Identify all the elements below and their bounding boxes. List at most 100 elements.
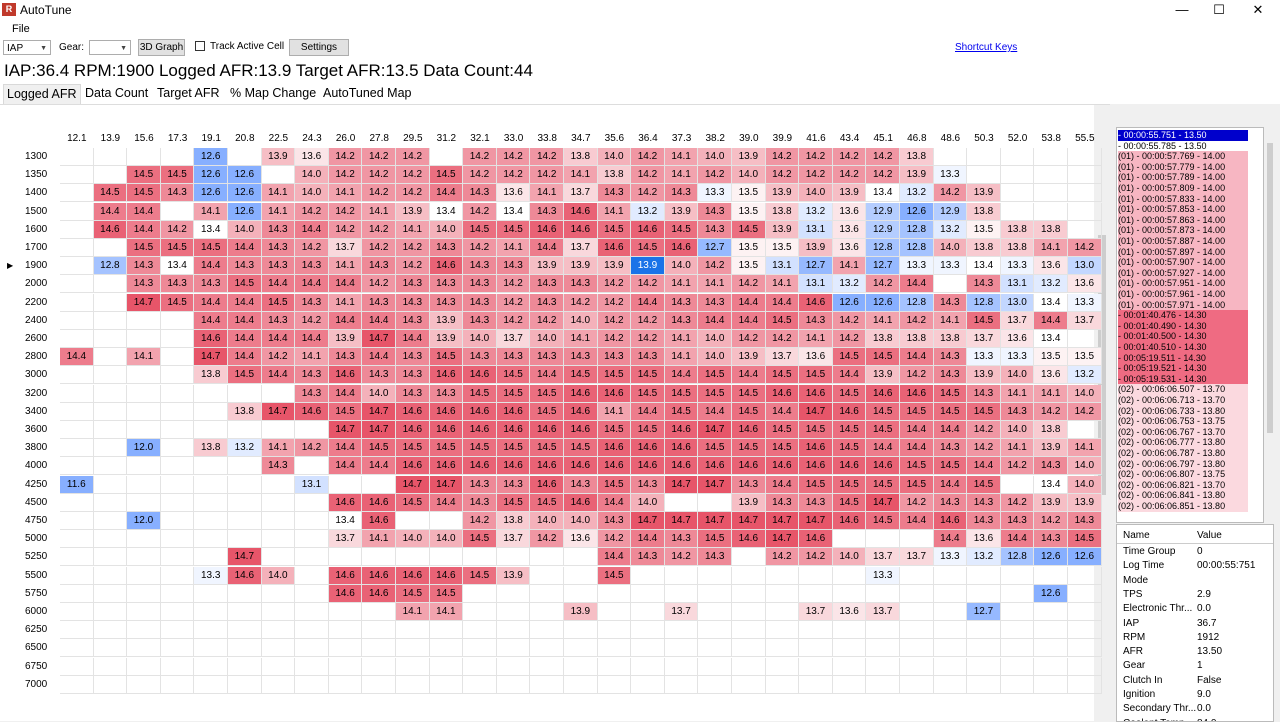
grid-cell[interactable]: 14.1 xyxy=(261,439,296,458)
grid-cell[interactable]: 14.5 xyxy=(160,293,195,312)
grid-cell[interactable] xyxy=(60,675,94,694)
property-row[interactable]: Mode xyxy=(1117,574,1273,588)
log-entry[interactable]: (02) - 00:06:06.753 - 13.75 xyxy=(1118,416,1248,427)
grid-cell[interactable]: 14.1 xyxy=(564,166,598,185)
grid-cell[interactable]: 14.4 xyxy=(933,421,968,439)
grid-cell[interactable] xyxy=(295,566,329,585)
grid-cell[interactable]: 14.2 xyxy=(698,166,732,185)
grid-cell[interactable]: 14.6 xyxy=(664,421,699,439)
grid-cell[interactable] xyxy=(127,330,161,348)
grid-cell[interactable]: 13.6 xyxy=(832,220,867,239)
grid-cell[interactable] xyxy=(93,457,128,476)
grid-cell[interactable] xyxy=(1034,148,1068,166)
grid-cell[interactable]: 14.2 xyxy=(832,148,867,166)
column-header[interactable]: 19.1 xyxy=(201,133,221,144)
grid-cell[interactable] xyxy=(1000,639,1035,658)
grid-cell[interactable]: 14.5 xyxy=(631,384,665,403)
column-header[interactable]: 37.3 xyxy=(671,133,692,144)
grid-cell[interactable]: 12.7 xyxy=(967,603,1001,621)
grid-cell[interactable] xyxy=(228,421,262,439)
grid-cell[interactable]: 14.5 xyxy=(597,475,632,494)
column-header[interactable]: 27.8 xyxy=(369,133,389,144)
grid-cell[interactable]: 14.2 xyxy=(362,220,396,239)
grid-cell[interactable] xyxy=(228,457,262,476)
grid-cell[interactable]: 13.5 xyxy=(732,202,766,221)
grid-cell[interactable]: 13.5 xyxy=(765,239,800,257)
grid-cell[interactable]: 12.8 xyxy=(866,239,900,257)
grid-cell[interactable] xyxy=(429,675,464,694)
grid-cell[interactable]: 14.3 xyxy=(698,220,732,239)
grid-cell[interactable]: 14.6 xyxy=(530,475,564,494)
row-header[interactable]: 2400 xyxy=(0,312,60,330)
grid-cell[interactable] xyxy=(362,603,396,621)
grid-cell[interactable]: 14.0 xyxy=(1068,384,1102,403)
grid-cell[interactable]: 14.3 xyxy=(698,548,732,567)
grid-cell[interactable]: 13.8 xyxy=(866,330,900,348)
grid-cell[interactable]: 14.5 xyxy=(866,475,900,494)
grid-cell[interactable]: 13.9 xyxy=(1034,493,1068,512)
grid-cell[interactable] xyxy=(60,293,94,312)
grid-cell[interactable] xyxy=(1068,330,1102,348)
grid-cell[interactable] xyxy=(261,657,296,676)
grid-cell[interactable]: 14.2 xyxy=(832,311,867,330)
grid-cell[interactable]: 14.5 xyxy=(496,220,531,239)
grid-cell[interactable]: 14.1 xyxy=(866,311,900,330)
grid-cell[interactable] xyxy=(160,384,195,403)
grid-cell[interactable]: 13.2 xyxy=(832,275,867,294)
grid-cell[interactable]: 14.2 xyxy=(396,239,430,257)
grid-cell[interactable]: 14.6 xyxy=(429,421,464,439)
grid-cell[interactable]: 14.7 xyxy=(396,475,430,494)
grid-cell[interactable]: 14.4 xyxy=(765,293,800,312)
log-entry[interactable]: (01) - 00:00:57.961 - 14.00 xyxy=(1118,289,1248,300)
grid-cell[interactable]: 14.3 xyxy=(160,184,195,203)
grid-cell[interactable] xyxy=(194,530,228,549)
grid-cell[interactable]: 13.7 xyxy=(967,330,1001,348)
grid-cell[interactable]: 14.3 xyxy=(362,293,396,312)
grid-cell[interactable] xyxy=(160,493,195,512)
grid-cell[interactable]: 14.6 xyxy=(765,457,800,476)
grid-cell[interactable] xyxy=(732,603,766,621)
grid-cell[interactable]: 14.1 xyxy=(362,530,396,549)
grid-cell[interactable] xyxy=(1000,584,1035,603)
grid-cell[interactable] xyxy=(597,675,632,694)
grid-cell[interactable]: 14.4 xyxy=(631,530,665,549)
grid-cell[interactable]: 13.9 xyxy=(967,366,1001,385)
grid-cell[interactable]: 14.5 xyxy=(664,220,699,239)
grid-cell[interactable]: 14.1 xyxy=(396,603,430,621)
grid-cell[interactable]: 13.2 xyxy=(967,548,1001,567)
grid-cell[interactable] xyxy=(261,493,296,512)
grid-cell[interactable]: 14.6 xyxy=(564,421,598,439)
column-header[interactable]: 53.8 xyxy=(1041,133,1061,144)
grid-cell[interactable]: 13.7 xyxy=(1068,311,1102,330)
grid-cell[interactable]: 14.4 xyxy=(530,366,564,385)
column-header[interactable]: 39.9 xyxy=(772,133,793,144)
row-header[interactable]: 3200 xyxy=(0,385,60,403)
grid-cell[interactable]: 14.4 xyxy=(60,348,94,367)
grid-cell[interactable]: 14.7 xyxy=(362,330,396,348)
grid-cell[interactable]: 14.2 xyxy=(967,439,1001,458)
grid-cell[interactable] xyxy=(564,657,598,676)
grid-cell[interactable]: 12.6 xyxy=(194,184,228,203)
grid-cell[interactable]: 13.9 xyxy=(396,202,430,221)
grid-cell[interactable] xyxy=(194,384,228,403)
grid-cell[interactable]: 14.1 xyxy=(362,202,396,221)
column-header[interactable]: 52.0 xyxy=(1007,133,1028,144)
column-header[interactable]: 50.3 xyxy=(974,133,994,144)
grid-cell[interactable]: 14.3 xyxy=(564,348,598,367)
grid-cell[interactable]: 14.1 xyxy=(429,603,464,621)
grid-cell[interactable] xyxy=(194,657,228,676)
grid-cell[interactable] xyxy=(664,584,699,603)
grid-cell[interactable] xyxy=(160,148,195,166)
grid-cell[interactable]: 13.2 xyxy=(1034,275,1068,294)
grid-cell[interactable] xyxy=(60,493,94,512)
grid-cell[interactable]: 14.6 xyxy=(597,384,632,403)
grid-cell[interactable] xyxy=(160,657,195,676)
grid-cell[interactable] xyxy=(967,166,1001,185)
grid-cell[interactable] xyxy=(1068,566,1102,585)
grid-cell[interactable] xyxy=(564,548,598,567)
grid-cell[interactable] xyxy=(564,639,598,658)
grid-cell[interactable] xyxy=(328,639,363,658)
grid-cell[interactable] xyxy=(127,402,161,421)
grid-cell[interactable] xyxy=(127,530,161,549)
grid-cell[interactable] xyxy=(295,421,329,439)
